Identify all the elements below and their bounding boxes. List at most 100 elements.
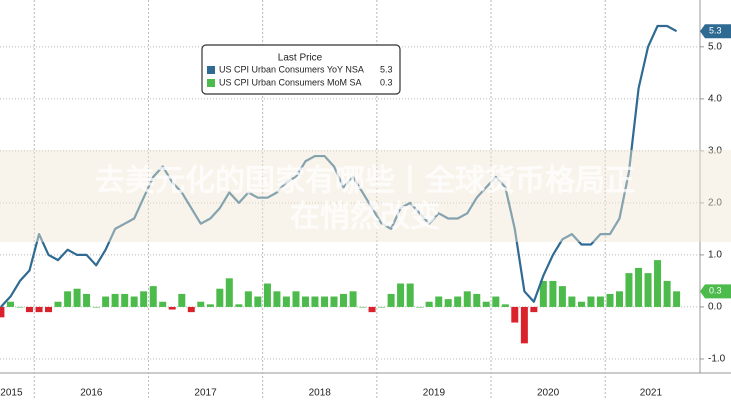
bar	[121, 293, 129, 307]
bar	[235, 304, 243, 307]
y-tick-label: -1.0	[708, 354, 726, 365]
bar	[273, 291, 281, 307]
bar	[197, 301, 205, 307]
bar	[473, 293, 481, 307]
legend-value: 5.3	[380, 64, 393, 74]
watermark-text: 去美元化的国家有哪些丨全球货币格局正	[95, 164, 635, 199]
bar	[378, 306, 386, 308]
bar	[45, 306, 53, 313]
bar	[263, 283, 271, 307]
bar	[159, 301, 167, 307]
bar	[64, 291, 72, 307]
bar	[406, 283, 414, 307]
bar	[168, 306, 176, 310]
bar	[387, 293, 395, 307]
bar	[54, 301, 62, 307]
bar	[349, 291, 357, 307]
bar	[102, 296, 110, 307]
bar	[654, 260, 662, 307]
bar	[7, 301, 15, 307]
bar	[644, 273, 652, 307]
bar	[25, 306, 33, 313]
bar	[435, 296, 443, 307]
bar	[330, 296, 338, 307]
x-tick-label: 2018	[309, 388, 332, 399]
bar	[83, 293, 91, 307]
axes: -1.0 0.0 1.0 2.0 3.0 4.0 5.0 2015 2016 2017 2018 20…	[0, 24, 731, 399]
bar	[92, 306, 100, 308]
watermark-band	[0, 150, 731, 242]
x-tick-label: 2021	[640, 388, 663, 399]
bar	[549, 280, 557, 307]
bar	[35, 306, 43, 313]
line	[0, 24, 678, 308]
bar	[292, 291, 300, 307]
bar	[16, 306, 24, 308]
bar	[206, 304, 214, 307]
bar	[444, 299, 452, 307]
legend-swatch	[207, 66, 215, 74]
bar	[673, 291, 681, 307]
plot-area	[0, 24, 681, 344]
bar	[463, 291, 471, 307]
bar	[73, 288, 81, 307]
bar	[530, 306, 538, 313]
bar	[596, 296, 604, 307]
bar	[244, 291, 252, 307]
bar	[225, 278, 233, 307]
bar	[587, 296, 595, 307]
bar	[635, 267, 643, 307]
bar	[111, 293, 119, 307]
bar	[178, 293, 186, 307]
bar	[539, 280, 547, 307]
y-tick-label: 0.0	[708, 302, 722, 313]
bar	[339, 293, 347, 307]
bar	[520, 306, 528, 344]
bar	[0, 306, 5, 318]
watermark-text: 在悄然改变	[290, 200, 440, 235]
bar	[482, 301, 490, 307]
bar	[425, 301, 433, 307]
bar	[216, 288, 224, 307]
bar	[187, 306, 195, 313]
bar	[663, 280, 671, 307]
bar	[282, 296, 290, 307]
value-tag	[700, 284, 731, 299]
y-tick-label: 2.0	[708, 198, 722, 209]
bar	[501, 304, 509, 307]
bar	[130, 296, 138, 307]
y-tick-label: 4.0	[708, 93, 722, 104]
bar	[568, 296, 576, 307]
x-tick-label: 2017	[194, 388, 217, 399]
bar	[416, 306, 424, 308]
value-tag-label: 5.3	[709, 26, 722, 36]
y-tick-label: 1.0	[708, 250, 722, 261]
legend-title: Last Price	[278, 53, 323, 64]
x-tick-label: 2019	[423, 388, 446, 399]
bar	[359, 306, 367, 308]
legend-label: US CPI Urban Consumers YoY NSA	[219, 64, 364, 74]
bar	[558, 286, 566, 307]
bar	[149, 286, 157, 307]
bar	[492, 296, 500, 307]
bar	[625, 273, 633, 307]
bar	[140, 291, 148, 307]
value-tag-label: 0.3	[709, 286, 722, 296]
legend-value: 0.3	[380, 77, 393, 87]
x-tick-label: 2015	[0, 388, 23, 399]
bar	[511, 306, 519, 323]
y-tick-label: 5.0	[708, 41, 722, 52]
bar	[301, 296, 309, 307]
bar	[254, 296, 262, 307]
legend-swatch	[207, 79, 215, 87]
legend-box	[201, 44, 401, 95]
x-tick-label: 2016	[80, 388, 103, 399]
bar	[577, 301, 585, 307]
value-tag	[700, 24, 731, 39]
bar	[454, 296, 462, 307]
bar	[606, 293, 614, 307]
bar	[615, 291, 623, 307]
bar	[311, 296, 319, 307]
